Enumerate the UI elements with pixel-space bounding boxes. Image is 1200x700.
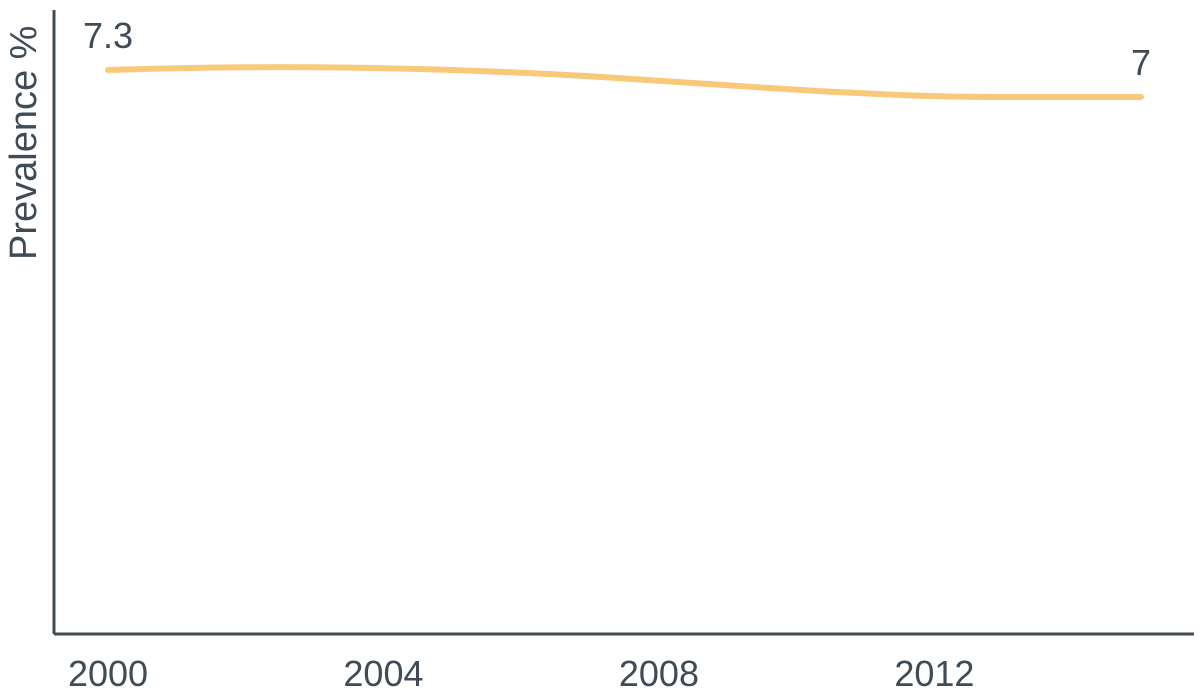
x-tick-labels: 2000 2004 2008 2012 — [68, 653, 974, 694]
x-tick-label: 2000 — [68, 653, 148, 694]
data-labels: 7.37 — [83, 15, 1151, 83]
x-tick-label: 2008 — [619, 653, 699, 694]
data-label: 7 — [1131, 42, 1151, 83]
y-axis-title: Prevalence % — [3, 26, 45, 260]
x-tick-label: 2012 — [894, 653, 974, 694]
series-line-0 — [105, 64, 1144, 101]
series-lines — [105, 64, 1144, 101]
x-tick-label: 2004 — [343, 653, 423, 694]
axes — [52, 10, 1194, 636]
data-label: 7.3 — [83, 15, 133, 56]
